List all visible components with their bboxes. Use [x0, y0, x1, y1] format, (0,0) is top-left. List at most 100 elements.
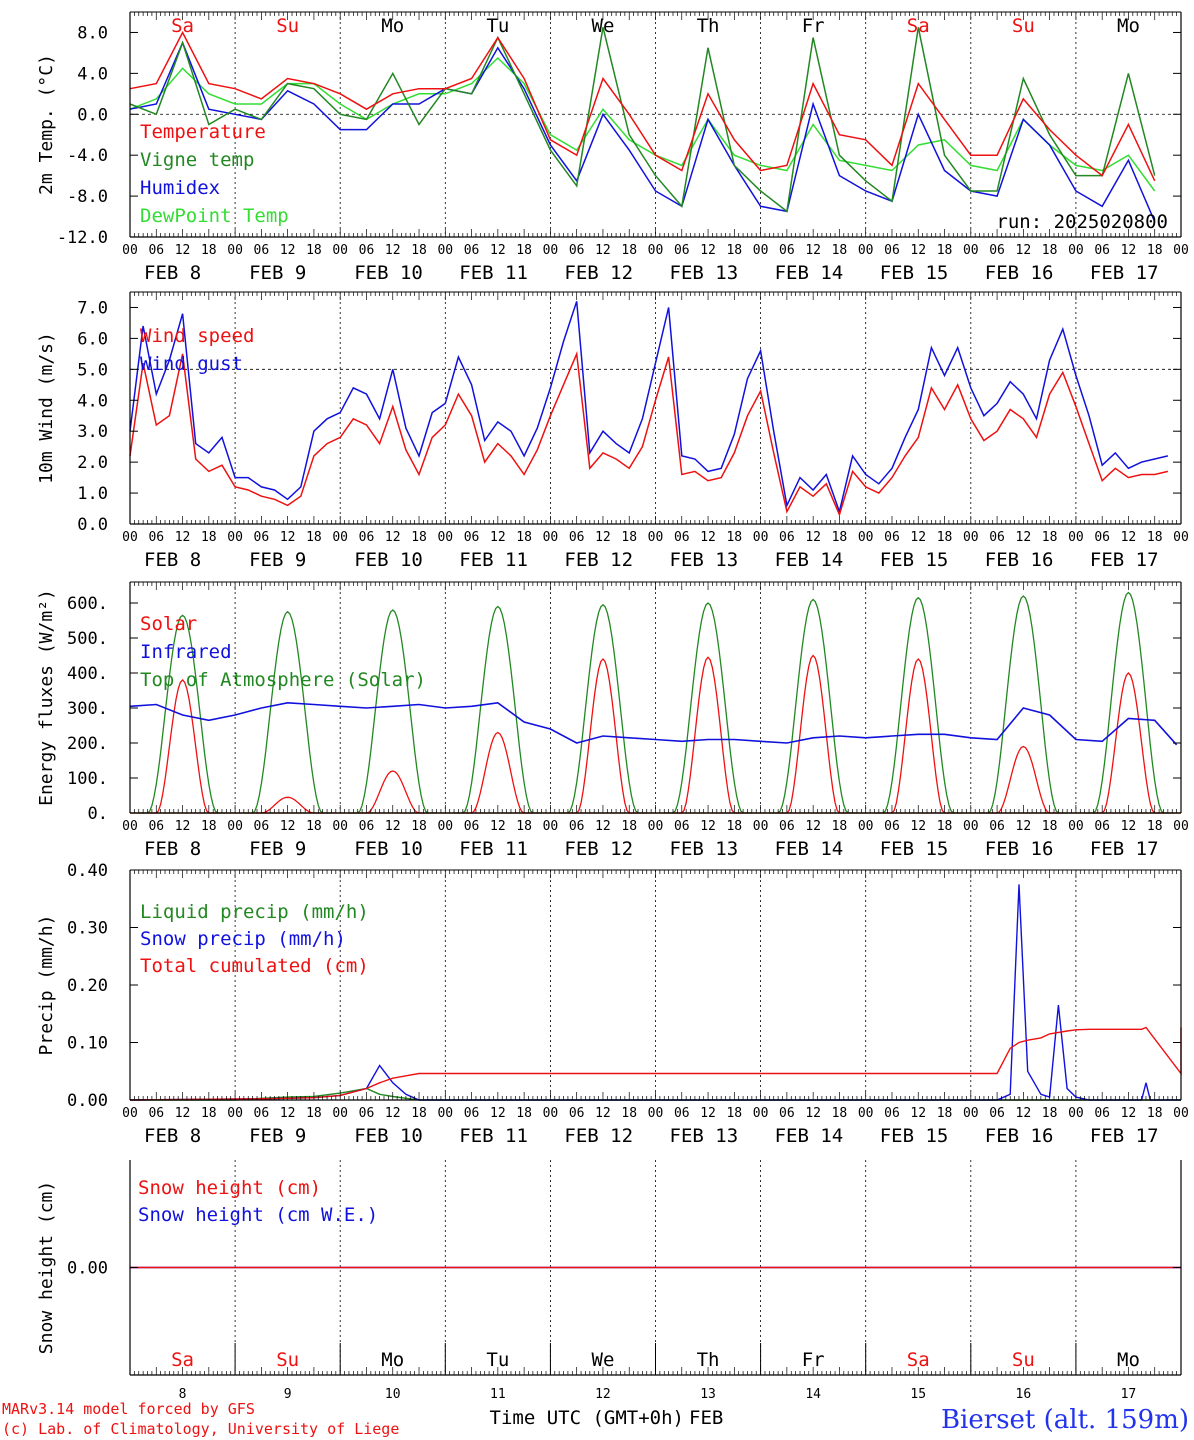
x-hour-label: 06	[989, 819, 1005, 834]
x-hour-label: 18	[621, 819, 637, 834]
x-hour-label: 18	[1147, 243, 1163, 258]
x-hour-label: 12	[595, 819, 611, 834]
axes-layer	[129, 11, 1182, 1376]
x-hour-label: 12	[490, 1106, 506, 1121]
solar-curve	[883, 657, 954, 814]
x-hour-label: 18	[832, 1106, 848, 1121]
x-date-label: FEB 13	[670, 1125, 739, 1147]
station-label: Bierset (alt. 159m)	[941, 1405, 1189, 1435]
toa-solar-curve	[559, 603, 647, 814]
x-date-label: FEB 9	[249, 549, 306, 571]
y-tick-label: 4.0	[77, 391, 108, 411]
legend-entry: Liquid precip (mm/h)	[140, 901, 369, 923]
x-hour-label: 18	[726, 530, 742, 545]
day-number-label: 11	[490, 1387, 506, 1402]
y-axis-title: 2m Temp. (°C)	[36, 54, 57, 195]
solar-curve	[567, 657, 638, 814]
x-hour-label: 12	[385, 243, 401, 258]
x-hour-label: 06	[254, 1106, 270, 1121]
weekday-label-bottom: We	[592, 1349, 615, 1371]
x-hour-label: 18	[411, 1106, 427, 1121]
x-hour-label: 00	[227, 530, 243, 545]
x-hour-label: 18	[411, 530, 427, 545]
solar-curve	[1093, 672, 1164, 814]
x-hour-label: 18	[201, 243, 217, 258]
x-hour-label: 18	[726, 819, 742, 834]
weekday-label-bottom: Sa	[907, 1349, 930, 1371]
legend-entry: Wind speed	[140, 325, 254, 347]
temperature-series-line	[129, 30, 1156, 182]
x-hour-label: 18	[516, 819, 532, 834]
temperature-series-line	[129, 40, 1156, 222]
x-hour-label: 18	[411, 819, 427, 834]
x-date-label: FEB 10	[354, 262, 423, 284]
x-hour-label: 06	[148, 1106, 164, 1121]
x-date-label: FEB 11	[459, 262, 528, 284]
y-tick-label: -4.0	[67, 146, 108, 166]
x-hour-label: 18	[306, 243, 322, 258]
x-hour-label: 06	[464, 530, 480, 545]
x-hour-label: 18	[937, 1106, 953, 1121]
x-hour-label: 06	[569, 1106, 585, 1121]
x-hour-label: 18	[1147, 1106, 1163, 1121]
x-hour-label: 06	[884, 1106, 900, 1121]
x-date-label: FEB 8	[144, 838, 201, 860]
y-tick-label: 0.00	[67, 1259, 108, 1279]
x-hour-label: 12	[700, 1106, 716, 1121]
solar-curve	[147, 679, 218, 814]
x-hour-label: 06	[674, 243, 690, 258]
x-hour-label: 12	[1121, 243, 1137, 258]
x-hour-label: 00	[753, 1106, 769, 1121]
y-tick-label: -12.0	[57, 228, 108, 248]
y-tick-label: 1.0	[77, 484, 108, 504]
x-hour-label: 00	[963, 819, 979, 834]
x-hour-label: 12	[385, 1106, 401, 1121]
y-tick-label: 5.0	[77, 360, 108, 380]
x-hour-label: 00	[753, 243, 769, 258]
x-hour-label: 00	[122, 530, 138, 545]
x-hour-label: 06	[779, 1106, 795, 1121]
toa-solar-curve	[138, 614, 227, 814]
x-hour-label: 18	[1147, 819, 1163, 834]
x-hour-label: 12	[910, 819, 926, 834]
x-hour-label: 06	[359, 530, 375, 545]
x-hour-label: 00	[122, 1106, 138, 1121]
y-tick-label: 4.0	[77, 64, 108, 84]
x-hour-label: 12	[700, 819, 716, 834]
x-date-label: FEB 17	[1090, 549, 1159, 571]
x-hour-label: 00	[648, 1106, 664, 1121]
legend-entry: DewPoint Temp	[140, 205, 289, 227]
x-hour-label: 06	[1094, 243, 1110, 258]
x-hour-label: 12	[1016, 530, 1032, 545]
y-axis-title: Energy fluxes (W/m²)	[36, 589, 57, 806]
x-date-label: FEB 17	[1090, 1125, 1159, 1147]
x-hour-label: 12	[385, 530, 401, 545]
x-hour-label: 00	[858, 1106, 874, 1121]
xlabel-month: FEB	[689, 1407, 723, 1429]
day-number-label: 8	[179, 1387, 187, 1402]
x-hour-label: 00	[648, 243, 664, 258]
x-hour-label: 18	[516, 243, 532, 258]
x-hour-label: 00	[227, 243, 243, 258]
x-date-label: FEB 10	[354, 1125, 423, 1147]
legend-entry: Total cumulated (cm)	[140, 955, 369, 977]
x-date-label: FEB 16	[985, 549, 1054, 571]
y-tick-label: 6.0	[77, 329, 108, 349]
x-hour-label: 00	[753, 819, 769, 834]
x-date-label: FEB 14	[775, 262, 844, 284]
toa-solar-curve	[664, 602, 752, 814]
x-hour-label: 06	[464, 819, 480, 834]
infrared-line	[129, 701, 1178, 746]
x-date-label: FEB 16	[985, 838, 1054, 860]
x-hour-label: 12	[280, 819, 296, 834]
x-hour-label: 12	[595, 243, 611, 258]
footer-lab: (c) Lab. of Climatology, University of L…	[2, 1420, 399, 1438]
x-hour-label: 00	[648, 819, 664, 834]
day-number-label: 14	[805, 1387, 821, 1402]
x-hour-label: 00	[1173, 819, 1189, 834]
x-date-label: FEB 17	[1090, 838, 1159, 860]
x-hour-label: 06	[884, 530, 900, 545]
x-hour-label: 00	[1173, 1106, 1189, 1121]
x-hour-label: 00	[1068, 530, 1084, 545]
x-date-label: FEB 12	[564, 262, 633, 284]
